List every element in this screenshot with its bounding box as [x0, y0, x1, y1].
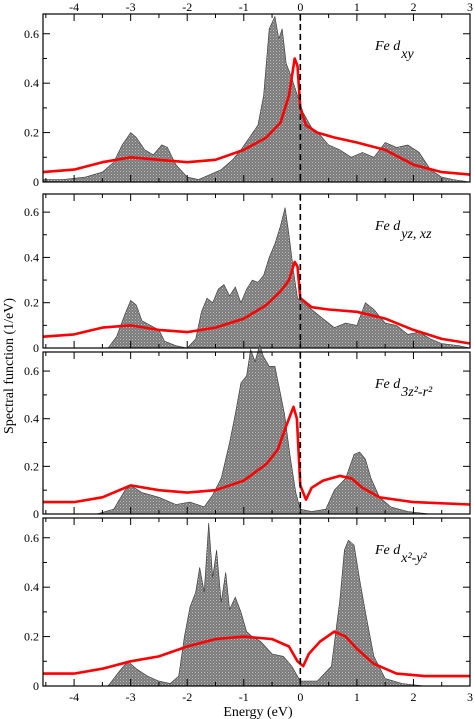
- y-tick-label: 0.2: [24, 459, 39, 473]
- panel-frame: [42, 351, 471, 515]
- red-spectral-line: [42, 57, 471, 176]
- orbital-label-subscript: 3z²-r²: [400, 385, 433, 400]
- y-tick-label: 0.6: [24, 27, 39, 41]
- shaded-spectral-area: [43, 522, 470, 687]
- orbital-label-main: Fe d: [374, 219, 401, 234]
- panel-orbital-label: Fe dyz, xz: [374, 219, 432, 242]
- shaded-spectral-area: [42, 15, 471, 183]
- x-tick-label: -2: [182, 690, 192, 704]
- y-tick-label: 0.4: [24, 76, 39, 90]
- x-tick-label-top: 1: [354, 0, 360, 14]
- y-tick-label: 0.4: [24, 250, 39, 264]
- y-tick-label: 0.2: [24, 630, 39, 644]
- x-tick-label: -3: [126, 690, 136, 704]
- x-axis-label: Energy (eV): [223, 705, 293, 719]
- panel-frame: [42, 517, 471, 687]
- x-tick-label-top: -3: [126, 0, 136, 14]
- red-spectral-line: [42, 260, 471, 345]
- orbital-label-subscript: xy: [400, 47, 414, 62]
- y-tick-label: 0.2: [24, 126, 39, 140]
- orbital-label-subscript: yz, xz: [399, 227, 432, 242]
- x-tick-label: -1: [239, 690, 249, 704]
- panel-2: 0 0.2 0.4 0.6 Fe dyz, xz: [24, 193, 471, 355]
- y-tick-label: 0.2: [24, 296, 39, 310]
- y-tick-label: 0.6: [24, 364, 39, 378]
- x-tick-label: 2: [410, 690, 416, 704]
- orbital-label-main: Fe d: [374, 39, 401, 54]
- panel-frame: [42, 193, 471, 349]
- red-spectral-line: [43, 405, 471, 506]
- x-tick-label-top: -4: [69, 0, 79, 14]
- x-tick-label: -4: [69, 690, 79, 704]
- orbital-label-main: Fe d: [374, 377, 401, 392]
- x-tick-label-top: 2: [410, 0, 416, 14]
- x-tick-label-top: -1: [239, 0, 249, 14]
- top-axis-tick-labels: -4 -3 -2 -1 0 1 2 3: [69, 0, 473, 14]
- shaded-spectral-area: [43, 343, 470, 515]
- bottom-axis-tick-labels: -4 -3 -2 -1 0 1 2 3: [69, 690, 473, 704]
- panel-orbital-label: Fe dxy: [374, 39, 414, 62]
- panel-orbital-label: Fe d3z²-r²: [374, 377, 433, 400]
- y-tick-label: 0: [33, 507, 39, 521]
- x-tick-label: 1: [354, 690, 360, 704]
- panel-orbital-label: Fe dx²-y²: [374, 543, 428, 566]
- x-tick-label: 3: [467, 690, 473, 704]
- panel-1: 0 0.2 0.4 0.6 Fe dxy: [24, 13, 471, 189]
- y-tick-label: 0.6: [24, 531, 39, 545]
- y-tick-label: 0: [33, 341, 39, 355]
- x-tick-label: 0: [297, 690, 303, 704]
- y-tick-label: 0: [33, 175, 39, 189]
- orbital-label-main: Fe d: [374, 543, 401, 558]
- y-tick-label: 0.6: [24, 205, 39, 219]
- x-tick-label-top: 0: [297, 0, 303, 14]
- y-axis-label: Spectral function (1/eV): [2, 298, 17, 434]
- y-tick-label: 0.4: [24, 580, 39, 594]
- x-tick-label-top: -2: [182, 0, 192, 14]
- panel-frame: [42, 13, 471, 183]
- red-spectral-line: [43, 630, 470, 678]
- y-tick-label: 0.4: [24, 412, 39, 426]
- y-tick-label: 0: [33, 679, 39, 693]
- x-tick-label-top: 3: [467, 0, 473, 14]
- panel-3: 0 0.2 0.4 0.6 Fe d3z²-r²: [24, 343, 471, 521]
- panel-4: 0 0.2 0.4 0.6 Fe dx²-y²: [24, 517, 471, 693]
- orbital-label-subscript: x²-y²: [400, 551, 427, 566]
